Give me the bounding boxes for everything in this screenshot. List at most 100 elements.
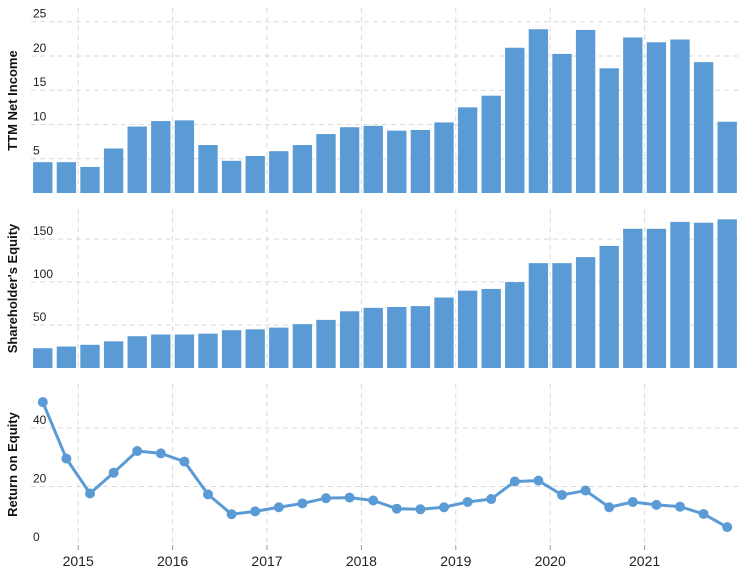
bar	[127, 336, 147, 368]
panel-net-income: 0510152025TTM Net Income	[5, 7, 739, 194]
y-tick-label: 5	[33, 144, 40, 158]
panel-equity: 050100150Shareholder's Equity	[5, 209, 739, 368]
bar	[670, 221, 690, 368]
data-point	[462, 496, 473, 507]
chart-panels: 0510152025TTM Net Income050100150Shareho…	[5, 7, 739, 545]
bar	[623, 228, 643, 368]
bar	[174, 120, 195, 193]
bar	[103, 341, 124, 368]
y-axis-title: Shareholder's Equity	[5, 223, 20, 353]
bar	[292, 324, 313, 368]
bar	[198, 145, 218, 193]
bar	[457, 290, 478, 368]
y-tick-label: 40	[33, 413, 47, 427]
data-point	[651, 499, 662, 510]
bar	[174, 334, 195, 368]
bar	[245, 329, 265, 368]
bar	[56, 346, 77, 368]
bar	[363, 307, 383, 368]
bar	[434, 122, 454, 193]
data-point	[273, 502, 284, 513]
x-tick-label: 2016	[157, 553, 188, 569]
bar	[670, 39, 690, 193]
bar	[528, 29, 549, 194]
data-point	[297, 498, 308, 509]
data-point	[250, 506, 261, 517]
data-point	[439, 502, 449, 513]
bar	[693, 222, 714, 368]
bar	[623, 37, 643, 193]
x-tick-label: 2017	[251, 553, 282, 569]
bar	[33, 162, 53, 193]
data-point	[108, 467, 119, 478]
x-tick-label: 2018	[346, 553, 377, 569]
bar	[80, 166, 100, 193]
data-point	[391, 503, 402, 514]
x-tick-label: 2020	[535, 553, 566, 569]
bar	[80, 344, 100, 368]
y-tick-label: 100	[33, 267, 53, 281]
data-point	[415, 504, 426, 515]
panel-roe: 0 20 40 Return on Equity	[5, 384, 739, 545]
data-point	[675, 501, 685, 512]
data-point	[627, 496, 638, 507]
bar	[505, 47, 525, 194]
data-point	[179, 456, 190, 467]
data-point	[132, 446, 143, 457]
bar	[575, 29, 596, 193]
y-tick-label: 20	[33, 471, 47, 485]
bar	[103, 148, 124, 193]
y-axis-title: Return on Equity	[5, 411, 20, 516]
data-point	[722, 522, 733, 533]
bar	[269, 327, 289, 368]
bar	[339, 311, 360, 368]
bar	[481, 288, 501, 368]
y-tick-label: 150	[33, 224, 53, 238]
bar	[599, 245, 619, 368]
bar	[505, 282, 525, 368]
bar	[221, 160, 242, 193]
bar	[56, 162, 77, 193]
y-tick-label: 10	[33, 109, 47, 123]
bar	[410, 129, 431, 193]
y-tick-label: 50	[33, 310, 47, 324]
data-point	[604, 502, 615, 513]
bar	[646, 228, 667, 368]
bar	[457, 107, 478, 193]
bar	[269, 151, 289, 193]
y-tick-label: 0	[33, 530, 40, 544]
bar	[528, 263, 549, 368]
bar	[363, 125, 383, 193]
bar	[151, 334, 171, 368]
data-point	[226, 509, 237, 520]
bar	[387, 130, 407, 193]
data-point	[37, 397, 48, 408]
data-point	[61, 453, 72, 464]
data-point	[85, 488, 95, 499]
bar	[198, 333, 218, 368]
bar	[552, 263, 572, 368]
data-point	[368, 495, 379, 506]
bar	[599, 68, 619, 193]
data-point	[580, 485, 591, 496]
y-axis-title: TTM Net Income	[5, 50, 20, 150]
bar	[717, 219, 737, 368]
bar	[434, 297, 454, 368]
x-tick-label: 2021	[629, 553, 660, 569]
bar	[717, 121, 737, 193]
data-point	[321, 493, 331, 504]
data-point	[698, 508, 709, 519]
series-line	[41, 401, 728, 529]
x-tick-label: 2019	[440, 553, 471, 569]
bar	[292, 145, 313, 193]
y-tick-label: 25	[33, 7, 47, 21]
x-axis: 2015 2016 2017 2018 2019 2020 2021	[63, 545, 660, 569]
data-point	[344, 492, 355, 503]
bar	[387, 306, 407, 368]
y-tick-label: 20	[33, 41, 47, 55]
bar	[316, 134, 336, 193]
bar	[646, 42, 667, 193]
data-point	[509, 476, 520, 487]
data-point	[155, 448, 166, 459]
